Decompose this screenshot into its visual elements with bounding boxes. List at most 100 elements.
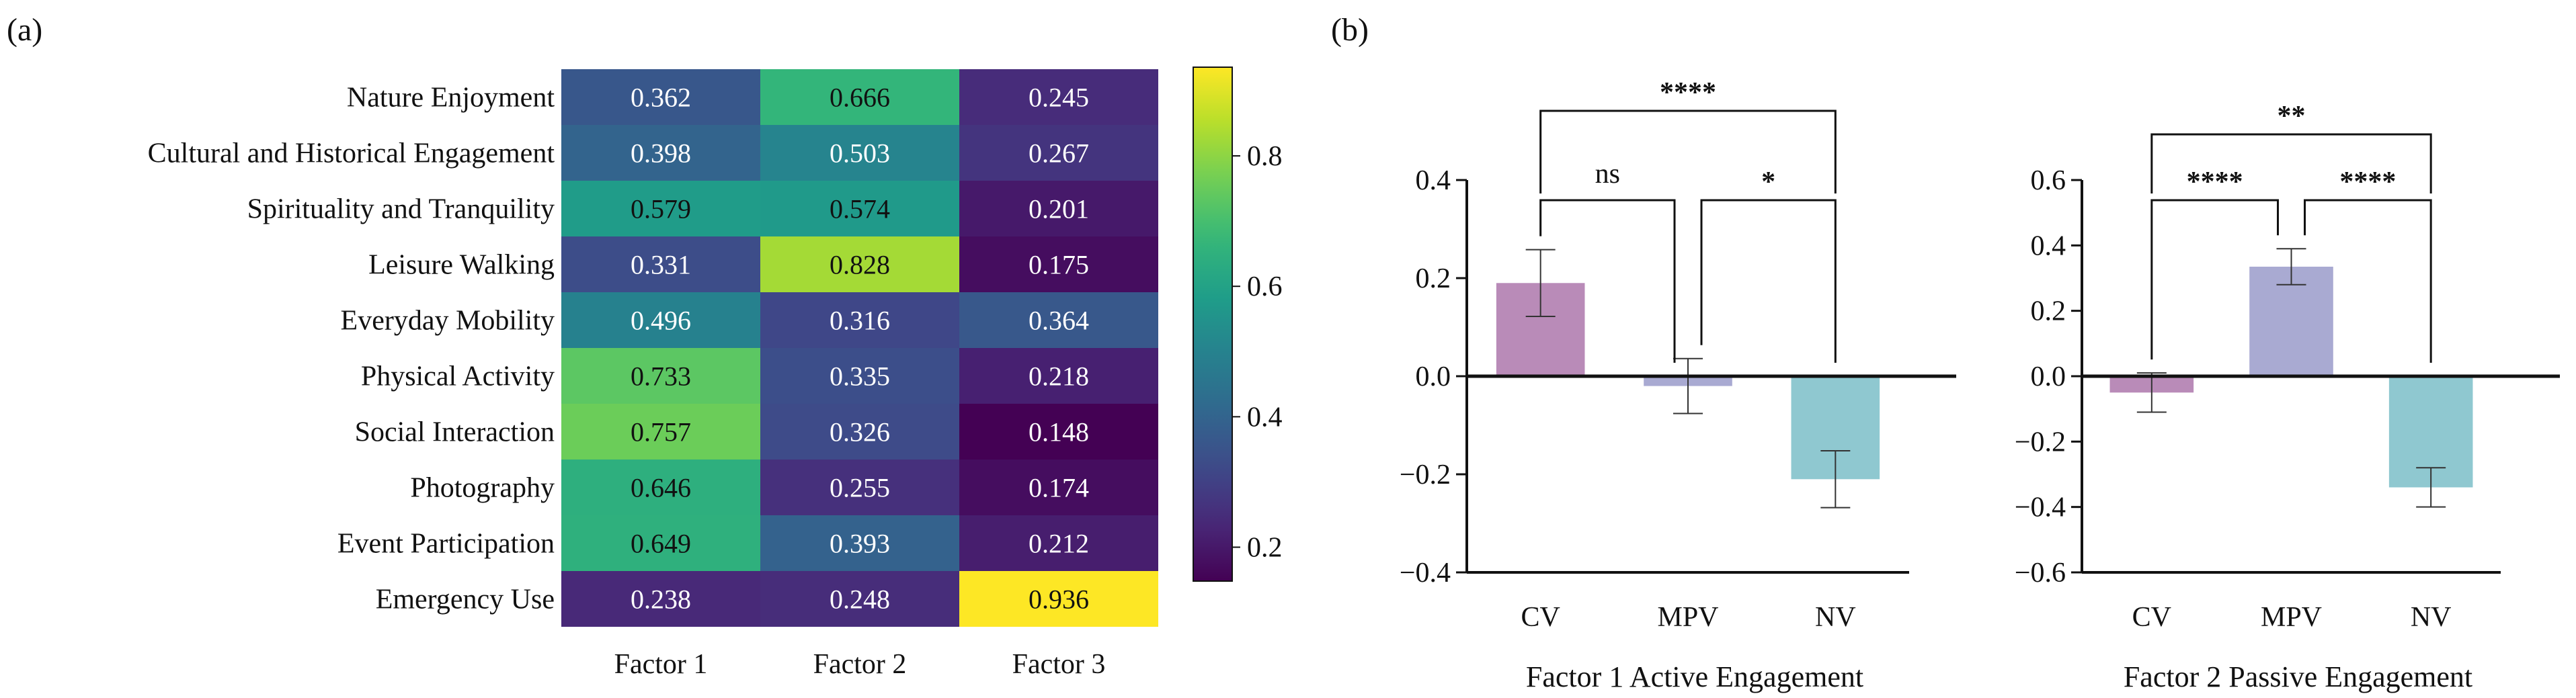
y-tick-label: 0.4 — [1416, 165, 1451, 196]
category-label: NV — [1815, 602, 1856, 633]
heatmap-cell-value: 0.316 — [830, 306, 890, 336]
heatmap-cell-value: 0.174 — [1029, 473, 1089, 503]
heatmap-cell-value: 0.733 — [631, 361, 691, 392]
heatmap-cell-value: 0.646 — [631, 473, 691, 503]
colorbar-tick-label: 0.6 — [1247, 271, 1283, 302]
heatmap-cell-value: 0.364 — [1029, 306, 1089, 336]
significance-label: **** — [1660, 77, 1716, 108]
y-tick-label: −0.4 — [1400, 558, 1451, 588]
colorbar-tick-label: 0.8 — [1247, 141, 1283, 172]
heatmap-cell-value: 0.579 — [631, 194, 691, 224]
y-tick-label: 0.4 — [2031, 230, 2066, 261]
heatmap-row-label: Social Interaction — [355, 417, 555, 448]
heatmap-row-label: Spirituality and Tranquility — [247, 194, 555, 225]
heatmap-cell — [760, 236, 959, 292]
heatmap-cell — [760, 515, 959, 571]
y-tick-label: −0.2 — [2015, 427, 2066, 457]
heatmap-cell — [561, 292, 760, 348]
heatmap-cell — [760, 571, 959, 627]
y-tick-label: 0.2 — [1416, 263, 1451, 294]
heatmap-cell-value: 0.201 — [1029, 194, 1089, 224]
colorbar — [1193, 67, 1233, 582]
heatmap-cell-value: 0.393 — [830, 529, 890, 559]
heatmap-cell-value: 0.574 — [830, 194, 890, 224]
heatmap-cell — [561, 515, 760, 571]
significance-bracket — [1700, 199, 1837, 363]
heatmap-cell-value: 0.331 — [631, 250, 691, 280]
heatmap-cell — [959, 515, 1158, 571]
y-tick-label: −0.6 — [2015, 558, 2066, 588]
heatmap-cell-value: 0.326 — [830, 417, 890, 447]
heatmap-cell — [561, 181, 760, 236]
heatmap-cell-value: 0.175 — [1029, 250, 1089, 280]
y-tick-label: 0.2 — [2031, 296, 2066, 327]
significance-label: * — [1761, 167, 1775, 198]
colorbar-tick-label: 0.4 — [1247, 402, 1283, 433]
y-tick-label: 0.6 — [2031, 165, 2066, 196]
heatmap-cell-value: 0.666 — [830, 83, 890, 113]
heatmap-cell-value: 0.255 — [830, 473, 890, 503]
heatmap-cell — [959, 125, 1158, 181]
category-label: MPV — [2261, 602, 2322, 633]
heatmap-panel: Nature Enjoyment 0.362 0.666 0.245 Cultural … — [148, 67, 1283, 680]
heatmap-cell — [959, 181, 1158, 236]
heatmap-cell — [561, 236, 760, 292]
bar-chart-factor1: −0.4 −0.2 0.0 0.2 0.4 CV MPV NV Factor 1 Active … — [1400, 77, 1956, 693]
heatmap-cell — [959, 69, 1158, 125]
y-tick-label: −0.2 — [1400, 460, 1451, 490]
heatmap-column-label: Factor 1 — [614, 649, 708, 680]
heatmap-cell — [561, 404, 760, 460]
significance-label: ** — [2278, 101, 2306, 132]
significance-bracket — [1539, 110, 1837, 193]
y-tick-label: 0.0 — [2031, 361, 2066, 392]
heatmap-row-label: Everyday Mobility — [341, 306, 555, 337]
x-axis-title: Factor 2 Passive Engagement — [2124, 660, 2472, 693]
category-label: CV — [1521, 602, 1560, 633]
heatmap-cell — [561, 460, 760, 515]
heatmap-cell — [959, 404, 1158, 460]
heatmap-cell — [561, 125, 760, 181]
x-axis-title: Factor 1 Active Engagement — [1526, 660, 1863, 693]
heatmap-cell — [760, 125, 959, 181]
significance-bracket — [2150, 199, 2279, 360]
heatmap-cell — [561, 571, 760, 627]
heatmap-cell-value: 0.212 — [1029, 529, 1089, 559]
heatmap-cell — [959, 348, 1158, 404]
significance-bracket — [1539, 199, 1676, 363]
heatmap-cell — [959, 292, 1158, 348]
y-tick-label: −0.4 — [2015, 492, 2066, 523]
significance-bracket — [2150, 133, 2432, 193]
significance-label: **** — [2187, 167, 2243, 198]
heatmap-cell — [760, 404, 959, 460]
heatmap-cell-value: 0.335 — [830, 361, 890, 392]
heatmap-column-label: Factor 2 — [813, 649, 907, 680]
heatmap-cell — [760, 460, 959, 515]
heatmap-cell-value: 0.496 — [631, 306, 691, 336]
heatmap-cell-value: 0.148 — [1029, 417, 1089, 447]
heatmap-cell-value: 0.267 — [1029, 138, 1089, 169]
heatmap-row-label: Nature Enjoyment — [347, 83, 555, 114]
significance-label: ns — [1595, 159, 1620, 189]
heatmap-cell — [760, 292, 959, 348]
heatmap-cell — [760, 69, 959, 125]
panel-label-b: (b) — [1331, 12, 1369, 48]
heatmap-cell-value: 0.238 — [631, 584, 691, 615]
heatmap-row-label: Event Participation — [337, 529, 555, 560]
heatmap-cell-value: 0.245 — [1029, 83, 1089, 113]
category-label: MPV — [1657, 602, 1718, 633]
heatmap-cell-value: 0.936 — [1029, 584, 1089, 615]
colorbar-tick-label: 0.2 — [1247, 533, 1283, 564]
heatmap-row-label: Emergency Use — [376, 584, 555, 615]
panel-label-a: (a) — [7, 12, 42, 48]
heatmap-cell-value: 0.649 — [631, 529, 691, 559]
y-tick-label: 0.0 — [1416, 361, 1451, 392]
heatmap-cell-value: 0.218 — [1029, 361, 1089, 392]
heatmap-cell — [760, 181, 959, 236]
heatmap-cell — [561, 69, 760, 125]
heatmap-cell — [959, 460, 1158, 515]
heatmap-column-label: Factor 3 — [1012, 649, 1106, 680]
category-label: CV — [2132, 602, 2171, 633]
heatmap-cell — [760, 348, 959, 404]
heatmap-row-label: Physical Activity — [361, 361, 555, 392]
bar-chart-factor2: −0.6 −0.4 −0.2 0.0 0.2 0.4 0.6 CV MPV NV Factor 2 … — [2015, 101, 2560, 693]
